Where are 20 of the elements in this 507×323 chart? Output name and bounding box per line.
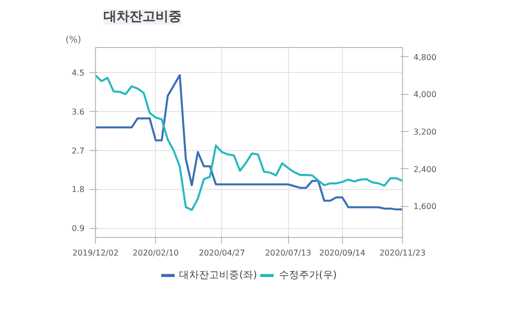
- x-tick-label: 2020/11/23: [379, 248, 426, 258]
- y2-tick-label: 2,400: [414, 164, 436, 174]
- y-tick-label: 0.9: [72, 224, 85, 233]
- x-tick-label: 2020/09/14: [319, 248, 366, 258]
- x-tick-label: 2020/04/27: [198, 248, 245, 258]
- y-tick-label: 1.8: [72, 185, 85, 194]
- y2-tick-label: 1,600: [414, 202, 436, 212]
- legend-label: 대차잔고비중(좌): [179, 269, 257, 282]
- chart-title: 대차잔고비중: [104, 10, 182, 24]
- x-tick-label: 2019/12/02: [72, 248, 119, 258]
- y2-tick-label: 4,800: [414, 52, 436, 62]
- y-axis-title: (%): [66, 36, 82, 46]
- x-tick-label: 2020/02/10: [132, 248, 179, 258]
- x-tick-label: 2020/07/13: [265, 248, 312, 258]
- y2-tick-label: 4,000: [414, 90, 436, 100]
- y-tick-label: 4.5: [72, 68, 85, 78]
- y-tick-label: 2.7: [72, 146, 85, 156]
- y-tick-label: 3.6: [72, 107, 85, 116]
- legend-label: 수정주가(우): [279, 269, 337, 282]
- y2-tick-label: 3,200: [414, 128, 436, 137]
